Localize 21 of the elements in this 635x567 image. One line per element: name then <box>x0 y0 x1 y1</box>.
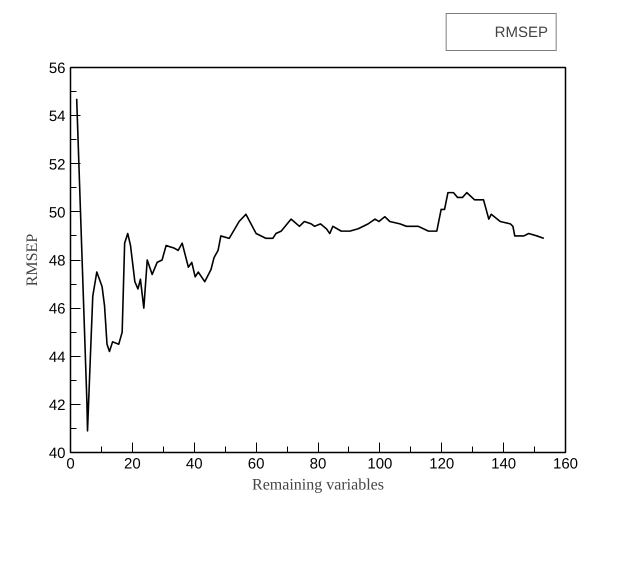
x-tick-label: 120 <box>429 456 454 472</box>
x-tick-label: 160 <box>552 456 578 472</box>
x-tick-label: 40 <box>186 456 203 472</box>
y-tick-label: 54 <box>48 108 66 126</box>
y-tick-label: 48 <box>48 252 66 270</box>
x-tick-label: 100 <box>367 456 392 472</box>
y-tick-label: 52 <box>48 156 66 174</box>
y-tick-label: 42 <box>48 396 66 414</box>
x-tick-label: 0 <box>66 456 75 472</box>
y-tick-label: 46 <box>48 300 66 318</box>
y-axis-title: RMSEP <box>24 234 41 286</box>
y-tick-label: 56 <box>48 60 66 77</box>
x-tick-label: 140 <box>491 456 516 472</box>
x-tick-label: 80 <box>310 456 326 472</box>
x-tick-label: 20 <box>124 456 141 472</box>
y-tick-label: 40 <box>48 445 66 462</box>
x-axis-title: Remaining variables <box>252 476 384 494</box>
text: RMSEP <box>494 24 548 40</box>
y-tick-label: 50 <box>48 204 66 222</box>
x-tick-label: 60 <box>248 456 264 472</box>
y-tick-label: 44 <box>48 348 66 366</box>
